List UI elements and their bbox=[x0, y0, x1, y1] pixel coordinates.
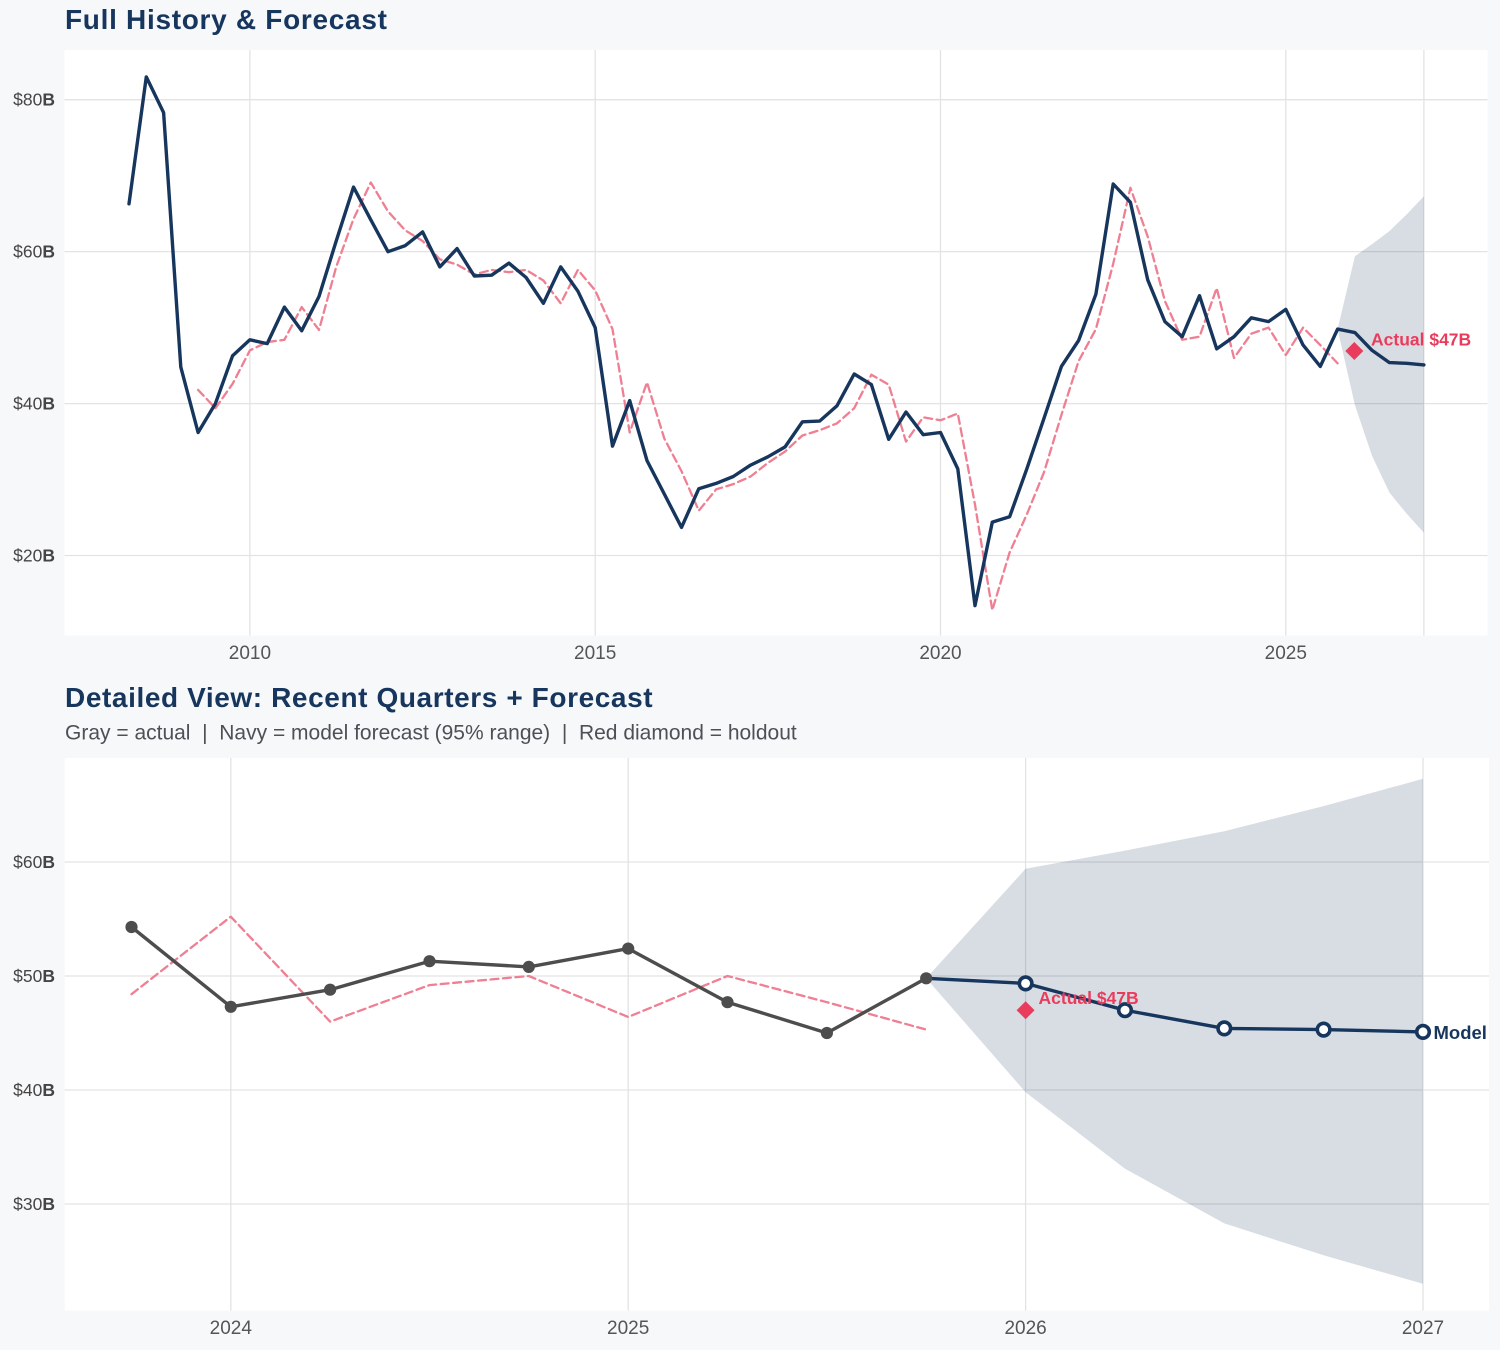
svg-text:2010: 2010 bbox=[229, 643, 271, 664]
svg-text:$20B: $20B bbox=[13, 545, 55, 565]
svg-text:Gray = actual | Navy = model: Gray = actual | Navy = model forecast (9… bbox=[65, 722, 797, 745]
svg-text:$60B: $60B bbox=[13, 852, 55, 872]
svg-text:2015: 2015 bbox=[574, 643, 616, 664]
svg-text:Full History & Forecast: Full History & Forecast bbox=[65, 4, 388, 35]
svg-text:Actual $47B: Actual $47B bbox=[1039, 988, 1139, 1008]
svg-text:$60B: $60B bbox=[13, 242, 55, 262]
svg-text:Model: Model bbox=[1434, 1022, 1487, 1043]
svg-text:2027: 2027 bbox=[1402, 1318, 1444, 1339]
svg-text:$50B: $50B bbox=[13, 966, 55, 986]
svg-text:Actual $47B: Actual $47B bbox=[1371, 330, 1471, 350]
svg-text:2025: 2025 bbox=[1265, 643, 1307, 664]
svg-text:$80B: $80B bbox=[13, 90, 55, 110]
svg-text:$40B: $40B bbox=[13, 394, 55, 414]
svg-text:2026: 2026 bbox=[1004, 1318, 1046, 1339]
svg-text:2020: 2020 bbox=[919, 643, 961, 664]
svg-text:2024: 2024 bbox=[210, 1318, 253, 1339]
svg-text:Detailed View: Recent Quarters: Detailed View: Recent Quarters + Forecas… bbox=[65, 682, 653, 713]
svg-text:$40B: $40B bbox=[13, 1080, 55, 1100]
svg-text:$30B: $30B bbox=[13, 1194, 55, 1214]
svg-text:2025: 2025 bbox=[607, 1318, 649, 1339]
